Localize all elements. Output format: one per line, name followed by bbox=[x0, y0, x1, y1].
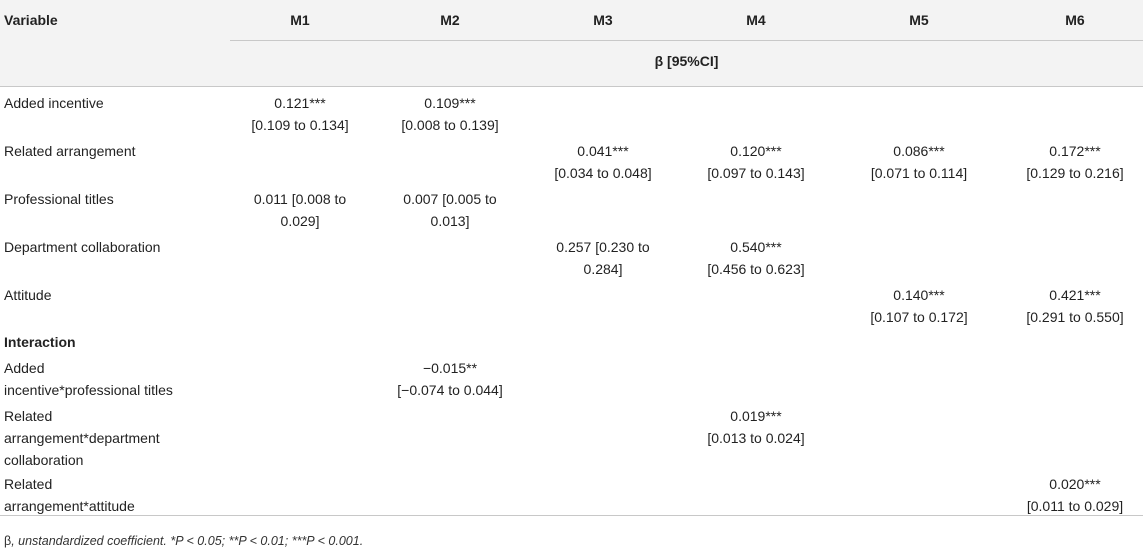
row-label-professional-titles: Professional titles bbox=[4, 191, 114, 207]
cell-incentive-titles-m2: −0.015** [−0.074 to 0.044] bbox=[397, 360, 503, 398]
cell-related-arrangement-m6: 0.172*** [0.129 to 0.216] bbox=[1026, 143, 1124, 181]
cell-attitude-m6: 0.421*** [0.291 to 0.550] bbox=[1026, 287, 1124, 325]
header-bottom-rule bbox=[0, 86, 1143, 87]
row-label-related-arrangement: Related arrangement bbox=[4, 143, 136, 159]
header-m2: M2 bbox=[440, 12, 460, 28]
row-label-department-collaboration: Department collaboration bbox=[4, 239, 161, 255]
table-bottom-rule bbox=[0, 515, 1143, 516]
row-label-arrangement-collaboration: Related arrangement*department collaborati… bbox=[4, 408, 160, 468]
cell-related-arrangement-m3: 0.041*** [0.034 to 0.048] bbox=[554, 143, 652, 181]
header-beta-ci: β [95%CI] bbox=[654, 53, 719, 69]
header-m5: M5 bbox=[909, 12, 929, 28]
cell-arrangement-attitude-m6: 0.020*** [0.011 to 0.029] bbox=[1026, 476, 1124, 514]
header-m4: M4 bbox=[746, 12, 766, 28]
footnote-beta-symbol: β bbox=[4, 534, 12, 548]
row-label-attitude: Attitude bbox=[4, 287, 52, 303]
cell-department-collaboration-m3: 0.257 [0.230 to 0.284] bbox=[556, 239, 650, 277]
cell-professional-titles-m1: 0.011 [0.008 to 0.029] bbox=[253, 191, 347, 229]
cell-added-incentive-m1: 0.121*** [0.109 to 0.134] bbox=[251, 95, 349, 133]
cell-added-incentive-m2: 0.109*** [0.008 to 0.139] bbox=[401, 95, 499, 133]
header-m3: M3 bbox=[593, 12, 613, 28]
row-label-incentive-titles: Added incentive*professional titles bbox=[4, 360, 173, 398]
cell-related-arrangement-m4: 0.120*** [0.097 to 0.143] bbox=[707, 143, 805, 181]
header-m1: M1 bbox=[290, 12, 310, 28]
header-variable: Variable bbox=[4, 12, 58, 28]
section-heading-interaction: Interaction bbox=[4, 334, 76, 350]
table-footnote: β, unstandardized coefficient. *P < 0.05… bbox=[4, 534, 363, 548]
footnote-text: , unstandardized coefficient. *P < 0.05;… bbox=[11, 534, 364, 548]
table-header-background bbox=[0, 0, 1143, 86]
cell-related-arrangement-m5: 0.086*** [0.071 to 0.114] bbox=[870, 143, 968, 181]
cell-arrangement-collaboration-m4: 0.019*** [0.013 to 0.024] bbox=[707, 408, 805, 446]
cell-professional-titles-m2: 0.007 [0.005 to 0.013] bbox=[403, 191, 497, 229]
header-m6: M6 bbox=[1065, 12, 1085, 28]
row-label-arrangement-attitude: Related arrangement*attitude bbox=[4, 476, 135, 514]
cell-department-collaboration-m4: 0.540*** [0.456 to 0.623] bbox=[707, 239, 805, 277]
row-label-added-incentive: Added incentive bbox=[4, 95, 104, 111]
cell-attitude-m5: 0.140*** [0.107 to 0.172] bbox=[870, 287, 968, 325]
header-subdivider bbox=[230, 40, 1143, 41]
